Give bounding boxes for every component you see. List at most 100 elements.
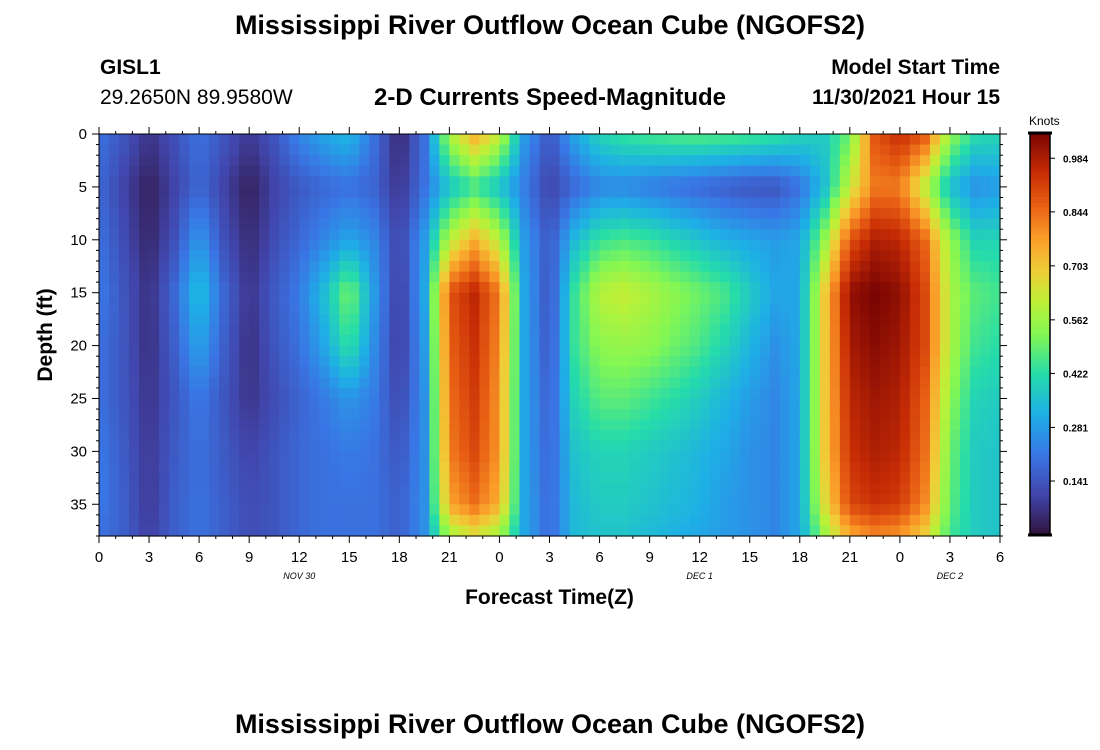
heatmap-cell bbox=[729, 324, 741, 336]
heatmap-cell bbox=[659, 377, 671, 389]
heatmap-cell bbox=[179, 387, 190, 400]
heatmap-cell bbox=[549, 525, 561, 537]
heatmap-cell bbox=[669, 366, 681, 378]
heatmap-cell bbox=[309, 451, 320, 463]
heatmap-cell bbox=[919, 250, 931, 262]
heatmap-cell bbox=[339, 239, 350, 251]
heatmap-cell bbox=[179, 440, 190, 452]
heatmap-cell bbox=[499, 176, 511, 188]
heatmap-cell bbox=[749, 218, 761, 230]
heatmap-cell bbox=[109, 504, 120, 516]
heatmap-cell bbox=[379, 282, 390, 294]
heatmap-cell bbox=[389, 525, 400, 537]
heatmap-cell bbox=[789, 493, 801, 505]
heatmap-cell bbox=[509, 345, 521, 357]
heatmap-cell bbox=[209, 440, 220, 452]
heatmap-cell bbox=[559, 134, 571, 146]
heatmap-cell bbox=[269, 451, 280, 463]
heatmap-cell bbox=[689, 176, 701, 188]
heatmap-cell bbox=[479, 324, 491, 336]
heatmap-cell bbox=[809, 504, 821, 516]
heatmap-cell bbox=[569, 155, 581, 167]
heatmap-cell bbox=[489, 483, 501, 495]
heatmap-cell bbox=[659, 218, 671, 230]
heatmap-cell bbox=[899, 451, 911, 463]
heatmap-cell bbox=[799, 451, 811, 463]
heatmap-cell bbox=[599, 409, 611, 421]
colorbar-segment bbox=[1030, 136, 1050, 141]
heatmap-cell bbox=[639, 165, 651, 177]
heatmap-cell bbox=[349, 335, 360, 347]
heatmap-cell bbox=[199, 451, 210, 463]
heatmap-cell bbox=[309, 409, 320, 421]
heatmap-cell bbox=[739, 440, 751, 452]
x-tick-label: 0 bbox=[95, 549, 103, 566]
heatmap-cell bbox=[659, 303, 671, 315]
heatmap-cell bbox=[629, 335, 641, 347]
heatmap-cell bbox=[389, 387, 400, 400]
heatmap-cell bbox=[329, 504, 340, 516]
heatmap-cell bbox=[489, 430, 501, 442]
heatmap-cell bbox=[549, 440, 561, 452]
heatmap-cell bbox=[99, 303, 110, 315]
heatmap-cell bbox=[869, 387, 881, 400]
heatmap-cell bbox=[179, 155, 190, 167]
heatmap-cell bbox=[429, 335, 440, 347]
heatmap-cell bbox=[929, 176, 941, 188]
heatmap-cell bbox=[629, 292, 641, 304]
heatmap-cell bbox=[319, 186, 330, 199]
heatmap-cell bbox=[339, 356, 350, 368]
heatmap-cell bbox=[549, 176, 561, 188]
heatmap-cell bbox=[379, 197, 390, 209]
heatmap-cell bbox=[869, 525, 881, 537]
heatmap-cell bbox=[749, 525, 761, 537]
heatmap-cell bbox=[799, 461, 811, 474]
heatmap-cell bbox=[709, 186, 721, 199]
heatmap-cell bbox=[299, 451, 310, 463]
heatmap-cell bbox=[659, 461, 671, 474]
heatmap-cell bbox=[459, 387, 471, 400]
heatmap-cell bbox=[859, 292, 871, 304]
heatmap-cell bbox=[199, 218, 210, 230]
heatmap-cell bbox=[529, 483, 541, 495]
heatmap-cell bbox=[969, 451, 981, 463]
heatmap-cell bbox=[539, 483, 551, 495]
heatmap-cell bbox=[879, 134, 891, 146]
heatmap-cell bbox=[749, 260, 761, 273]
heatmap-cell bbox=[499, 419, 511, 431]
colorbar-tick-label: 0.984 bbox=[1063, 154, 1088, 165]
colorbar-segment bbox=[1030, 330, 1050, 335]
station-id: GISL1 bbox=[100, 56, 161, 79]
heatmap-cell bbox=[619, 144, 631, 156]
heatmap-cell bbox=[239, 493, 250, 505]
heatmap-cell bbox=[419, 345, 430, 357]
heatmap-cell bbox=[499, 356, 511, 368]
heatmap-cell bbox=[149, 144, 160, 156]
heatmap-cell bbox=[659, 398, 671, 410]
heatmap-cell bbox=[499, 430, 511, 442]
heatmap-cell bbox=[369, 165, 380, 177]
heatmap-cell bbox=[459, 525, 471, 537]
heatmap-cell bbox=[809, 239, 821, 251]
heatmap-cell bbox=[199, 419, 210, 431]
colorbar-segment bbox=[1030, 394, 1050, 399]
heatmap-cell bbox=[259, 440, 270, 452]
heatmap-cell bbox=[139, 483, 150, 495]
heatmap-cell bbox=[309, 483, 320, 495]
heatmap-cell bbox=[459, 398, 471, 410]
heatmap-cell bbox=[519, 165, 531, 177]
colorbar-tick-label: 0.703 bbox=[1063, 262, 1088, 273]
heatmap-cell bbox=[139, 504, 150, 516]
heatmap-cell bbox=[199, 303, 210, 315]
heatmap-cell bbox=[329, 419, 340, 431]
heatmap-cell bbox=[419, 409, 430, 421]
heatmap-cell bbox=[299, 292, 310, 304]
heatmap-cell bbox=[279, 504, 290, 516]
heatmap-cell bbox=[679, 165, 691, 177]
heatmap-cell bbox=[679, 525, 691, 537]
heatmap-cell bbox=[119, 134, 130, 146]
heatmap-cell bbox=[119, 282, 130, 294]
heatmap-cell bbox=[419, 461, 430, 474]
heatmap-cell bbox=[469, 155, 481, 167]
heatmap-cell bbox=[329, 134, 340, 146]
